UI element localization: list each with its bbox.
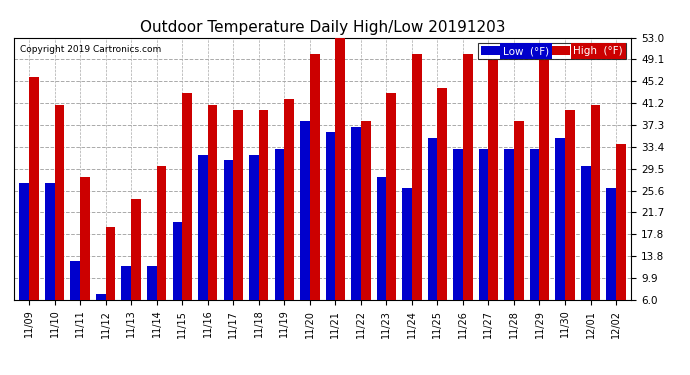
Bar: [80, 177, 90, 300]
Bar: [361, 121, 371, 300]
Bar: [259, 110, 268, 300]
Legend: Low  (°F), High  (°F): Low (°F), High (°F): [478, 43, 626, 59]
Bar: [29, 76, 39, 300]
Bar: [386, 93, 396, 300]
Bar: [233, 110, 243, 300]
Title: Outdoor Temperature Daily High/Low 20191203: Outdoor Temperature Daily High/Low 20191…: [140, 20, 505, 35]
Bar: [147, 267, 157, 300]
Bar: [106, 227, 115, 300]
Bar: [555, 138, 565, 300]
Bar: [437, 88, 447, 300]
Bar: [530, 149, 540, 300]
Bar: [351, 127, 361, 300]
Bar: [428, 138, 437, 300]
Bar: [208, 105, 217, 300]
Bar: [326, 132, 335, 300]
Bar: [275, 149, 284, 300]
Bar: [463, 54, 473, 300]
Bar: [479, 149, 489, 300]
Bar: [581, 166, 591, 300]
Bar: [19, 183, 29, 300]
Bar: [565, 110, 575, 300]
Bar: [249, 155, 259, 300]
Bar: [402, 188, 412, 300]
Bar: [70, 261, 80, 300]
Bar: [284, 99, 294, 300]
Bar: [198, 155, 208, 300]
Bar: [453, 149, 463, 300]
Bar: [335, 38, 345, 300]
Bar: [55, 105, 64, 300]
Bar: [540, 60, 549, 300]
Bar: [504, 149, 514, 300]
Bar: [591, 105, 600, 300]
Bar: [616, 144, 626, 300]
Bar: [300, 121, 310, 300]
Bar: [121, 267, 131, 300]
Bar: [310, 54, 319, 300]
Bar: [607, 188, 616, 300]
Bar: [182, 93, 192, 300]
Bar: [131, 200, 141, 300]
Bar: [489, 60, 498, 300]
Bar: [377, 177, 386, 300]
Bar: [224, 160, 233, 300]
Bar: [172, 222, 182, 300]
Bar: [412, 54, 422, 300]
Text: Copyright 2019 Cartronics.com: Copyright 2019 Cartronics.com: [20, 45, 161, 54]
Bar: [96, 294, 106, 300]
Bar: [45, 183, 55, 300]
Bar: [514, 121, 524, 300]
Bar: [157, 166, 166, 300]
